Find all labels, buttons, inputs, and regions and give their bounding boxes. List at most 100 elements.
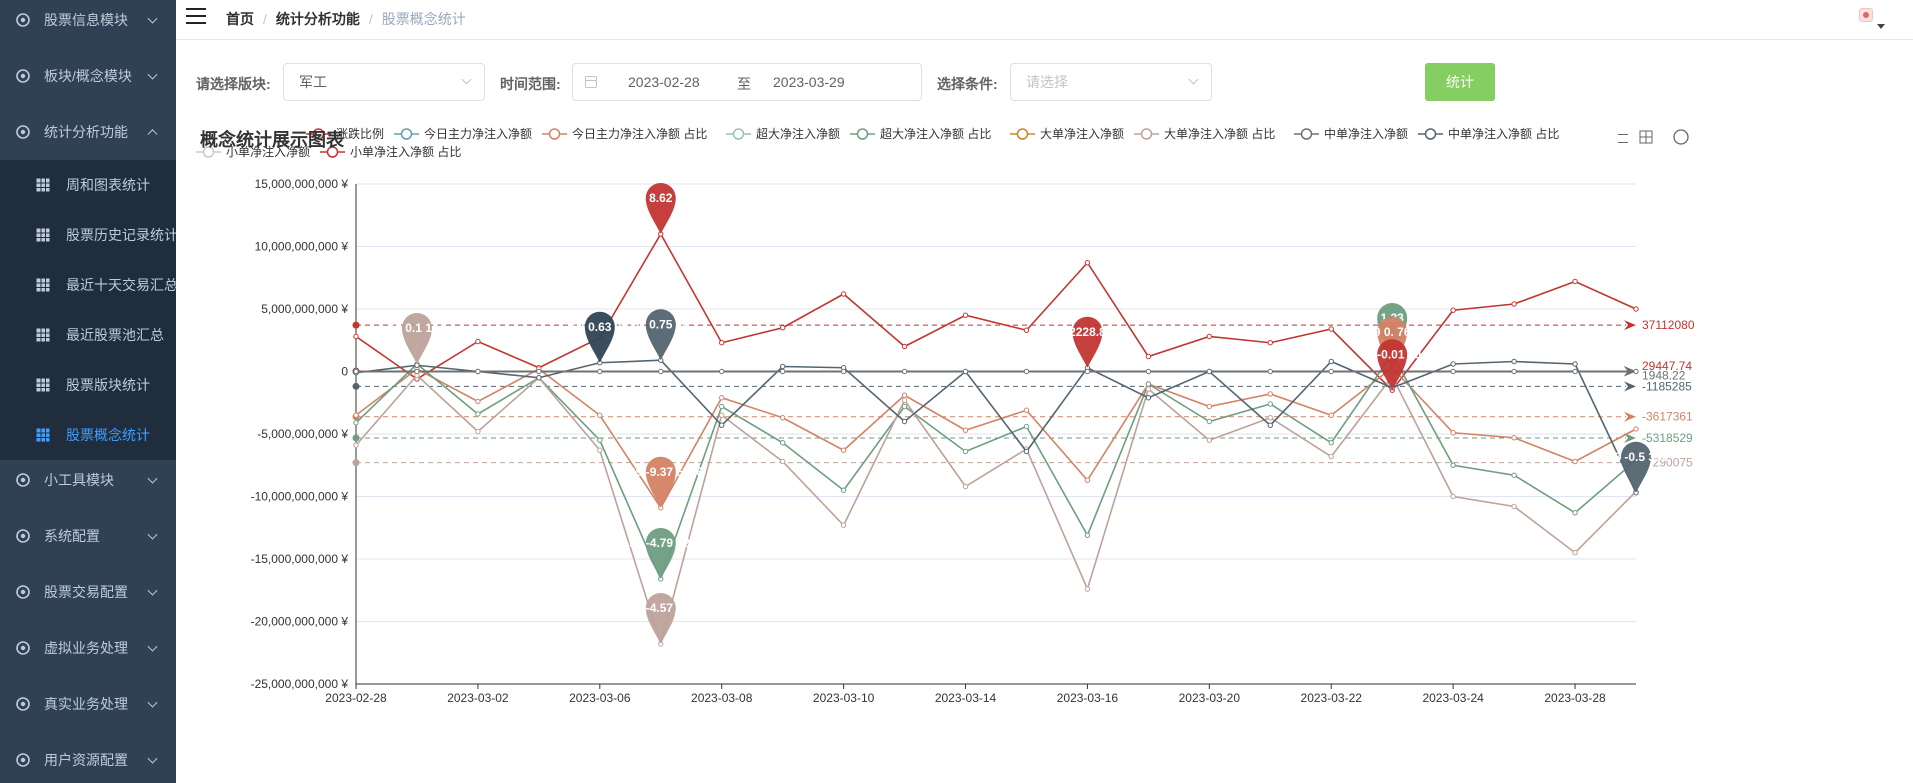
caret-down-icon[interactable] [1877,24,1885,29]
breadcrumb-stats[interactable]: 统计分析功能 [275,11,360,27]
sidebar-subitem-1[interactable]: 股票历史记录统计 [0,210,176,260]
mark-line-label: -3617361 [1642,410,1693,424]
sidebar-menu-2[interactable]: 统计分析功能 [0,104,176,160]
series-point [779,363,786,370]
sector-select[interactable]: 军工 [283,63,485,101]
submit-button-label: 统计 [1446,74,1474,90]
series-point [901,397,908,403]
series-point [1572,550,1578,556]
series-point [1572,361,1578,367]
chevron-down-icon [147,473,158,484]
series-point [840,487,847,493]
table-grid-icon [36,228,50,242]
legend-circle-icon [1300,128,1313,140]
series-point [1511,503,1517,510]
sidebar-menu-7[interactable]: 真实业务处理 [0,676,176,732]
sidebar-menu-1[interactable]: 板块/概念模块 [0,48,176,104]
series-point [1023,327,1030,333]
series-point [1572,278,1578,285]
sidebar-menu-6[interactable]: 虚拟业务处理 [0,620,176,676]
sidebar-subitem-label: 最近十天交易汇总 [66,277,176,293]
mark-point-label: -109 -9.37 5936 [618,465,703,479]
sidebar-subitem-5[interactable]: 股票概念统计 [0,410,176,460]
chevron-down-icon [147,697,158,708]
series-point [353,442,359,448]
series-point [779,368,786,375]
breadcrumb-home[interactable]: 首页 [226,11,254,27]
hamburger-icon[interactable] [186,8,206,24]
legend-circle-icon [1424,128,1437,140]
series-point [1023,407,1030,413]
concept-line-chart: 15,000,000,000 ¥ 10,000,000,000 ¥ 5,000,00… [196,126,1695,705]
mark-point-pin [1072,316,1103,368]
series-point [719,412,725,418]
mark-point-label: 57 0.63 38 [571,320,628,334]
series-point [901,418,908,425]
x-tick-label: 2023-03-02 [447,691,509,705]
mark-point-pin [645,309,676,361]
series-point [779,415,786,421]
sidebar-menu-label: 板块/概念模块 [44,68,132,84]
avatar[interactable] [1859,8,1873,22]
y-tick-label: -20,000,000,000 ¥ [251,615,349,629]
series-point [901,368,908,375]
start-date-input[interactable]: 2023-02-28 [628,74,700,90]
breadcrumb-separator: / [368,11,373,27]
legend-circle-icon [312,128,325,140]
sidebar-subitem-3[interactable]: 最近股票池汇总 [0,310,176,360]
sidebar-subitem-label: 股票历史记录统计 [66,227,176,243]
settings-circle-icon [16,697,30,711]
series-point [1450,430,1456,436]
series-point [719,403,725,410]
sidebar-menu-4[interactable]: 系统配置 [0,508,176,564]
mark-point-pin [584,311,615,363]
sidebar-subitem-4[interactable]: 股票版块统计 [0,360,176,410]
refresh-icon [1673,129,1689,145]
sidebar-subitem-0[interactable]: 周和图表统计 [0,160,176,210]
series-point [1206,437,1213,443]
series-point [1328,453,1334,460]
line-view-icon [1618,134,1628,135]
series-point [1084,586,1091,592]
sidebar-subitem-2[interactable]: 最近十天交易汇总 [0,260,176,310]
legend-entry: 中单净注入净额 占比 [1448,126,1559,141]
series-point [1328,358,1334,365]
series-point [1328,326,1334,332]
series-point [1572,510,1578,516]
series-point [1267,401,1273,407]
chevron-down-icon [1188,74,1199,85]
series-point [1084,368,1091,375]
sidebar-menu-0[interactable]: 股票信息模块 [0,0,176,48]
y-tick-label: -15,000,000,000 ¥ [251,552,349,566]
legend-circle-icon [548,128,561,140]
sidebar-menu-5[interactable]: 股票交易配置 [0,564,176,620]
submit-button[interactable]: 统计 [1425,63,1495,101]
series-line [355,366,1637,510]
series-point [597,447,603,453]
series-point [475,411,481,417]
series-point [840,522,847,528]
condition-select[interactable]: 请选择 [1010,63,1212,101]
series-point [1328,368,1334,375]
legend-circle-icon [732,128,745,140]
series-point [353,368,359,375]
date-range-picker[interactable]: 2023-02-28 至 2023-03-29 [572,63,922,101]
breadcrumb: 首页 / 统计分析功能 / 股票概念统计 [226,9,466,29]
mark-line-arrow [1624,432,1636,443]
y-tick-label: -25,000,000,000 ¥ [251,677,349,691]
series-point [1450,307,1456,313]
mark-point-pin [645,528,676,579]
sidebar-menu-8[interactable]: 用户资源配置 [0,732,176,783]
y-tick-label: 15,000,000,000 ¥ [255,177,349,191]
sector-label: 请选择版块: [196,76,271,92]
series-point [1511,301,1517,307]
series-point [840,368,847,375]
sidebar-subitem-label: 周和图表统计 [66,177,150,193]
legend-circle-icon [1140,128,1153,140]
table-grid-icon [36,378,50,392]
end-date-input[interactable]: 2023-03-29 [773,74,845,90]
sidebar-menu-3[interactable]: 小工具模块 [0,452,176,508]
series-point [475,428,481,435]
series-point [1572,368,1578,375]
